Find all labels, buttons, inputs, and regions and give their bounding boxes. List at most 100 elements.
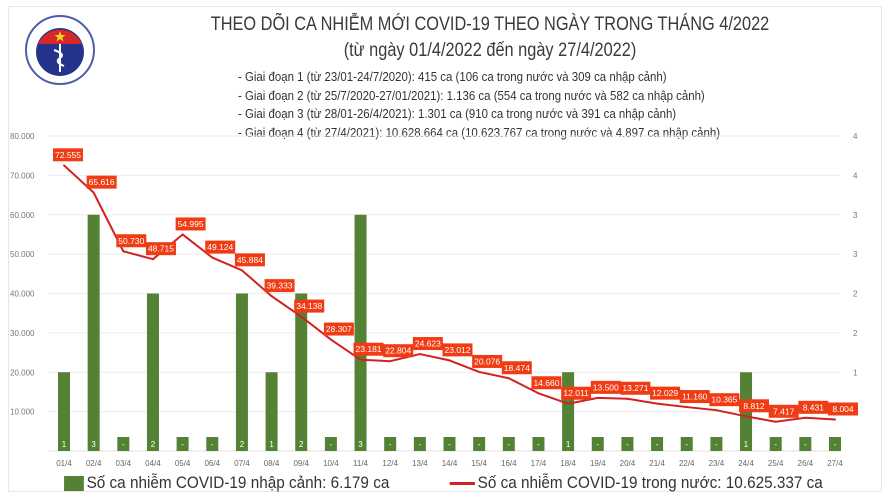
line-data-label-box <box>650 386 681 400</box>
bar-imported <box>443 437 456 451</box>
bar-data-label: - <box>507 440 510 449</box>
bar-data-label: 1 <box>269 440 274 449</box>
bar-data-label: - <box>834 440 837 449</box>
bar-imported <box>502 437 515 451</box>
line-data-label-box <box>175 217 206 231</box>
line-data-label-box <box>620 381 651 395</box>
line-point <box>567 402 570 405</box>
x-tick-label: 23/4 <box>709 459 725 468</box>
line-data-label-box <box>679 390 710 404</box>
line-data-label: 45.884 <box>237 255 263 265</box>
bar-imported <box>413 437 426 451</box>
bar-imported <box>384 437 397 451</box>
ministry-of-health-logo <box>25 15 95 85</box>
x-tick-label: 26/4 <box>798 459 814 468</box>
y-right-tick-label: 4 <box>853 132 858 141</box>
bar-imported <box>354 214 367 451</box>
line-data-label: 28.307 <box>326 324 352 334</box>
bar-imported <box>58 372 70 451</box>
bar-imported <box>324 437 337 451</box>
line-point <box>478 370 481 373</box>
line-data-label-box <box>353 342 384 356</box>
bar-imported <box>473 437 486 451</box>
line-point <box>507 377 510 380</box>
line-data-label: 72.555 <box>55 150 81 160</box>
line-point <box>596 396 599 399</box>
bar-data-label: 2 <box>299 440 304 449</box>
line-data-label: 34.138 <box>296 301 322 311</box>
line-point <box>359 358 362 361</box>
x-tick-label: 27/4 <box>827 459 843 468</box>
line-data-label-box <box>709 393 740 407</box>
bar-imported <box>651 437 664 451</box>
x-tick-label: 21/4 <box>649 459 665 468</box>
legend-item-imported: Số ca nhiễm COVID-19 nhập cảnh: 6.179 ca <box>64 473 389 493</box>
line-data-label-box <box>739 399 770 413</box>
x-tick-label: 22/4 <box>679 459 695 468</box>
line-data-label-box <box>145 242 176 256</box>
line-data-label: 39.333 <box>267 281 293 291</box>
chart-subtitle: (từ ngày 01/4/2022 đến ngày 27/4/2022) <box>343 40 637 61</box>
bar-data-label: - <box>478 440 481 449</box>
bar-data-label: - <box>537 440 540 449</box>
line-data-label-box <box>412 337 443 351</box>
line-data-label-box <box>116 234 147 248</box>
line-data-label-box <box>561 386 592 400</box>
bar-imported <box>87 214 100 451</box>
line-data-label: 7.417 <box>773 406 795 416</box>
y-right-tick-label: 3 <box>853 211 858 220</box>
line-point <box>715 409 718 412</box>
x-tick-label: 20/4 <box>620 459 636 468</box>
y-right-tick-label: 4 <box>853 171 858 180</box>
line-data-label-box <box>828 402 858 416</box>
line-data-label-box <box>768 404 799 418</box>
line-data-label: 23.181 <box>356 344 382 354</box>
line-data-label: 54.995 <box>178 219 204 229</box>
x-tick-label: 05/4 <box>175 459 191 468</box>
bar-data-label: - <box>448 440 451 449</box>
bar-data-label: 1 <box>744 440 749 449</box>
line-point <box>626 397 629 400</box>
line-point <box>834 418 836 421</box>
bar-data-label: - <box>774 440 777 449</box>
bar-imported <box>829 437 841 451</box>
line-data-label: 12.029 <box>652 388 678 398</box>
x-tick-label: 10/4 <box>323 459 339 468</box>
bar-data-label: - <box>596 440 599 449</box>
x-tick-label: 07/4 <box>234 459 250 468</box>
line-point <box>537 392 540 395</box>
x-tick-label: 17/4 <box>531 459 547 468</box>
y-right-tick-label: 2 <box>853 329 858 338</box>
x-tick-label: 13/4 <box>412 459 428 468</box>
line-point <box>389 360 392 363</box>
note-period-3: - Giai đoạn 3 (từ 28/01-26/4/2021): 1.30… <box>238 106 677 121</box>
line-point <box>418 353 421 356</box>
bar-data-label: - <box>626 440 629 449</box>
legend-label-domestic: Số ca nhiễm COVID-19 trong nước: 10.625.… <box>478 473 824 492</box>
line-data-label: 8.004 <box>832 404 854 414</box>
line-data-label: 24.623 <box>415 339 441 349</box>
line-point <box>92 191 95 194</box>
note-period-2: - Giai đoạn 2 (từ 25/7/2020-27/01/2021):… <box>238 87 705 103</box>
bar-imported <box>799 437 812 451</box>
bar-imported <box>532 437 545 451</box>
line-data-label: 14.660 <box>533 378 559 388</box>
bar-imported <box>591 437 604 451</box>
line-data-label-box <box>234 253 265 267</box>
bar-data-label: 3 <box>91 440 96 449</box>
line-point <box>211 256 214 259</box>
x-tick-label: 02/4 <box>86 459 102 468</box>
line-data-label: 13.271 <box>622 383 648 393</box>
line-data-label: 49.124 <box>207 242 233 252</box>
y-left-tick-label: 80.000 <box>10 132 35 141</box>
bar-data-label: - <box>211 440 214 449</box>
bar-data-label: - <box>685 440 688 449</box>
line-data-label: 65.616 <box>89 177 115 187</box>
x-tick-label: 25/4 <box>768 459 784 468</box>
line-point <box>151 258 154 261</box>
bar-data-label: - <box>330 440 333 449</box>
bar-imported <box>710 437 723 451</box>
line-data-label: 8.431 <box>803 402 825 412</box>
note-period-1: - Giai đoạn 1 (từ 23/01-24/7/2020): 415 … <box>238 69 667 84</box>
